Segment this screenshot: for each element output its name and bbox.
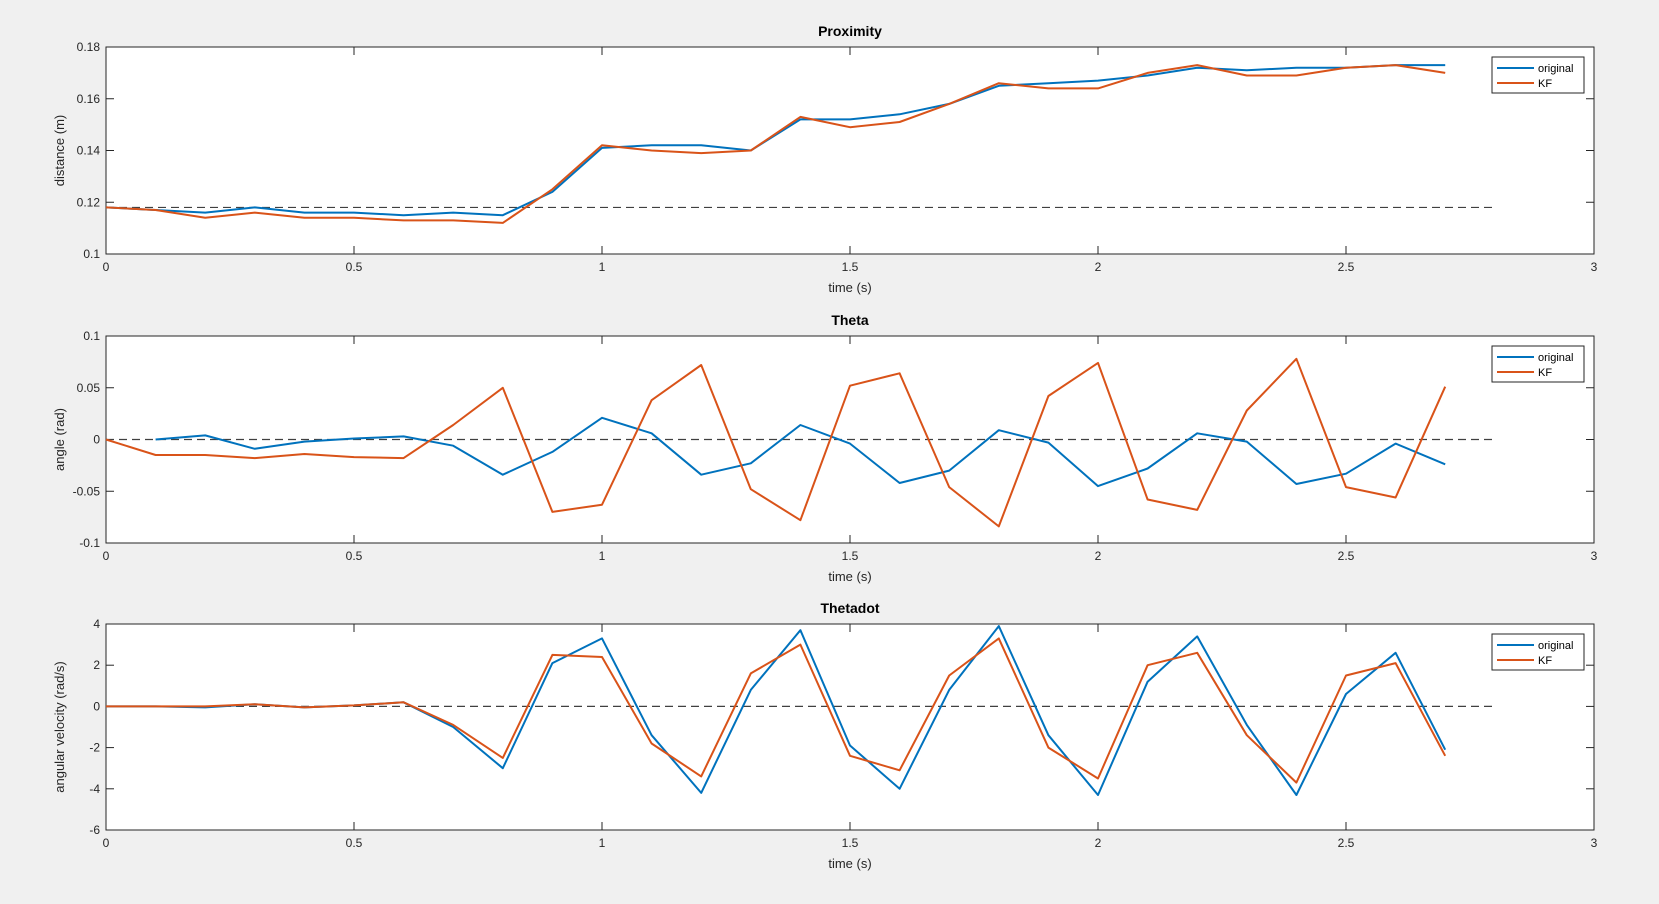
x-tick-label: 1	[599, 260, 606, 274]
series-line-kf	[105, 357, 1447, 528]
plot-area	[105, 623, 1595, 831]
legend-label-kf: KF	[1538, 655, 1552, 667]
y-tick-label: 0	[93, 433, 100, 447]
legend-label-original: original	[1538, 640, 1573, 652]
series-line-kf	[106, 637, 1447, 784]
x-tick-label: 2	[1095, 549, 1102, 563]
x-tick-label: 0.5	[346, 260, 363, 274]
legend: original KF	[1491, 56, 1585, 94]
legend-box	[1491, 56, 1585, 94]
y-tick-label: -0.1	[79, 536, 100, 550]
legend: original KF	[1491, 345, 1585, 383]
x-tick-label: 0.5	[346, 549, 363, 563]
subplot-theta: Theta 0 0.5 1 1.5 2 2.5 3 -0.1 -0.05 0 0.05 0.1 time …	[52, 312, 1598, 584]
x-tick-label: 2	[1095, 260, 1102, 274]
y-tick-label: 2	[93, 658, 100, 672]
chart-title: Theta	[831, 312, 869, 328]
legend-box	[1491, 633, 1585, 671]
x-axis-label: time (s)	[828, 280, 871, 295]
x-axis-label: time (s)	[828, 569, 871, 584]
series-line-kf	[105, 64, 1446, 224]
x-tick-label: 0.5	[346, 836, 363, 850]
subplot-proximity: Proximity 0 0.5 1 1.5 2 2.5 3 0.1 0.12 0.14 0.16 0.1…	[52, 23, 1598, 295]
y-tick-label: 0.1	[83, 247, 100, 261]
legend-label-kf: KF	[1538, 78, 1552, 90]
y-tick-label: 0.14	[77, 144, 101, 158]
y-axis-label: angular velocity (rad/s)	[52, 661, 67, 793]
x-tick-label: 2.5	[1338, 836, 1355, 850]
legend-label-original: original	[1538, 352, 1573, 364]
chart-title: Proximity	[818, 23, 882, 39]
y-tick-label: -2	[89, 741, 100, 755]
x-tick-label: 3	[1591, 836, 1598, 850]
x-tick-label: 1	[599, 836, 606, 850]
chart-title: Thetadot	[820, 600, 879, 616]
x-tick-label: 3	[1591, 549, 1598, 563]
x-tick-label: 3	[1591, 260, 1598, 274]
x-tick-label: 0	[103, 836, 110, 850]
legend-label-original: original	[1538, 63, 1573, 75]
x-tick-label: 1.5	[842, 549, 859, 563]
subplot-thetadot: Thetadot 0 0.5 1 1.5 2 2.5 3 -6 -4 -2 0 2 4 time (s) an…	[52, 600, 1598, 871]
y-tick-label: -0.05	[73, 484, 101, 498]
series-line-original	[105, 64, 1446, 217]
x-tick-label: 1	[599, 549, 606, 563]
x-axis-label: time (s)	[828, 856, 871, 871]
y-tick-label: 0.05	[77, 381, 101, 395]
y-tick-label: 4	[93, 617, 100, 631]
x-tick-label: 2.5	[1338, 549, 1355, 563]
y-tick-label: 0.1	[83, 329, 100, 343]
legend-label-kf: KF	[1538, 367, 1552, 379]
legend-box	[1491, 345, 1585, 383]
y-tick-label: 0	[93, 699, 100, 713]
x-tick-label: 1.5	[842, 836, 859, 850]
legend: original KF	[1491, 633, 1585, 671]
y-tick-label: 0.18	[77, 40, 101, 54]
y-tick-label: -4	[89, 782, 100, 796]
plot-area	[105, 46, 1595, 255]
y-tick-label: -6	[89, 823, 100, 837]
x-tick-label: 2.5	[1338, 260, 1355, 274]
x-tick-label: 0	[103, 549, 110, 563]
y-tick-label: 0.16	[77, 92, 101, 106]
y-axis-label: distance (m)	[52, 115, 67, 187]
y-axis-label: angle (rad)	[52, 408, 67, 471]
y-tick-label: 0.12	[77, 195, 101, 209]
x-tick-label: 0	[103, 260, 110, 274]
x-tick-label: 2	[1095, 836, 1102, 850]
x-tick-label: 1.5	[842, 260, 859, 274]
